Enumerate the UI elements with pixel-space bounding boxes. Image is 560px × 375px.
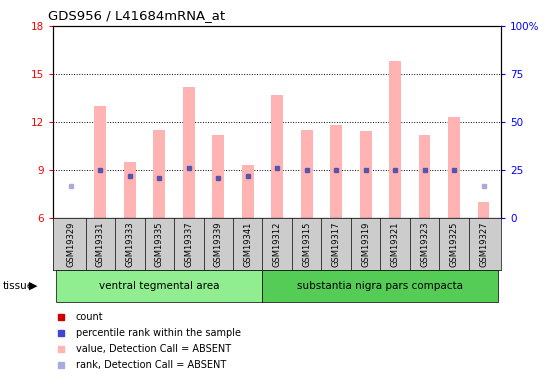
- Bar: [448, 117, 460, 218]
- Bar: [301, 130, 312, 218]
- Text: tissue: tissue: [3, 281, 34, 291]
- Bar: [183, 87, 195, 218]
- Bar: [389, 61, 401, 217]
- Text: GSM19327: GSM19327: [479, 222, 488, 267]
- Bar: [153, 130, 165, 218]
- Text: GSM19315: GSM19315: [302, 222, 311, 267]
- Bar: [263, 270, 498, 302]
- Text: GSM19337: GSM19337: [184, 222, 193, 267]
- Text: GSM19339: GSM19339: [214, 222, 223, 267]
- Text: GSM19321: GSM19321: [390, 222, 400, 267]
- Bar: [212, 135, 224, 218]
- Text: GSM19335: GSM19335: [155, 222, 164, 267]
- Text: GDS956 / L41684mRNA_at: GDS956 / L41684mRNA_at: [48, 9, 225, 22]
- Text: substantia nigra pars compacta: substantia nigra pars compacta: [297, 281, 463, 291]
- Text: GSM19329: GSM19329: [67, 222, 76, 267]
- Text: GSM19319: GSM19319: [361, 222, 370, 267]
- Bar: [478, 202, 489, 217]
- Text: rank, Detection Call = ABSENT: rank, Detection Call = ABSENT: [76, 360, 226, 370]
- Bar: [242, 165, 254, 218]
- Text: GSM19333: GSM19333: [125, 222, 134, 267]
- Bar: [419, 135, 431, 218]
- Bar: [95, 106, 106, 218]
- Text: GSM19325: GSM19325: [450, 222, 459, 267]
- Text: ▶: ▶: [29, 281, 38, 291]
- Text: GSM19317: GSM19317: [332, 222, 340, 267]
- Text: GSM19323: GSM19323: [420, 222, 429, 267]
- Text: percentile rank within the sample: percentile rank within the sample: [76, 328, 241, 338]
- Text: GSM19312: GSM19312: [273, 222, 282, 267]
- Bar: [271, 95, 283, 218]
- Bar: [360, 132, 371, 218]
- Bar: [124, 162, 136, 218]
- Text: value, Detection Call = ABSENT: value, Detection Call = ABSENT: [76, 344, 231, 354]
- Text: GSM19331: GSM19331: [96, 222, 105, 267]
- Text: GSM19341: GSM19341: [243, 222, 252, 267]
- Text: count: count: [76, 312, 103, 322]
- Bar: [330, 125, 342, 218]
- Bar: [56, 270, 263, 302]
- Text: ventral tegmental area: ventral tegmental area: [99, 281, 220, 291]
